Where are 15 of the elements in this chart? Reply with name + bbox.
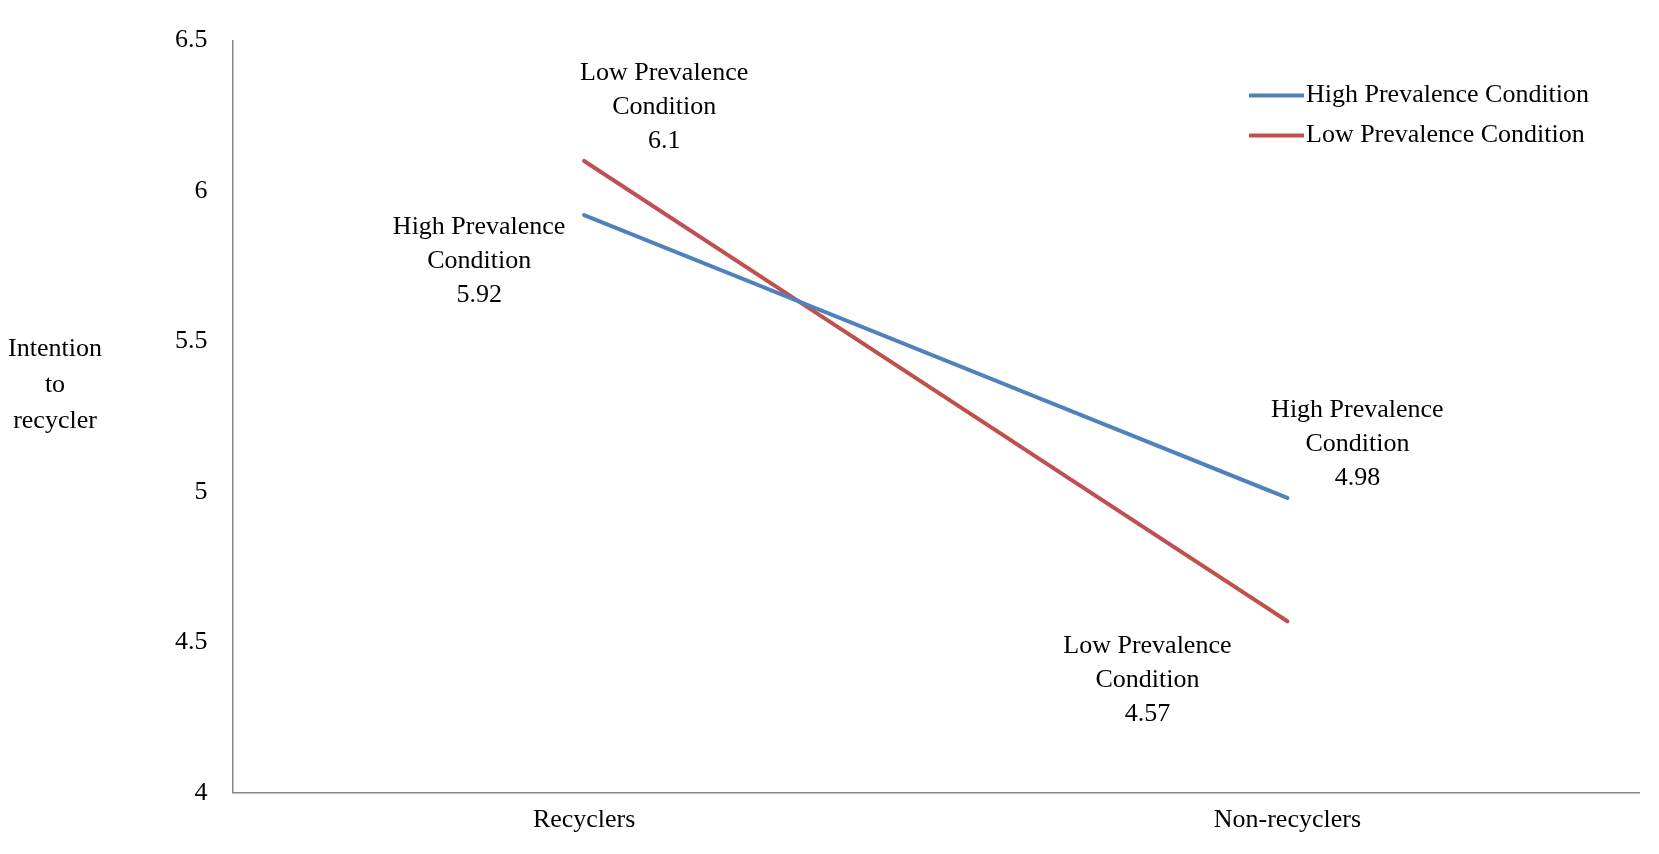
legend-label: Low Prevalence Condition bbox=[1306, 119, 1585, 149]
y-tick-label: 4.5 bbox=[175, 626, 208, 656]
annotation: High Prevalence Condition 4.98 bbox=[1271, 393, 1444, 491]
y-tick-label: 4 bbox=[194, 776, 208, 806]
annotation: Low Prevalence Condition 4.57 bbox=[1063, 630, 1232, 728]
x-tick-label: Non-recyclers bbox=[1213, 804, 1362, 834]
y-tick-label: 6.5 bbox=[175, 24, 208, 54]
annotation: Low Prevalence Condition 6.1 bbox=[580, 56, 749, 154]
legend-label: High Prevalence Condition bbox=[1306, 79, 1590, 109]
x-tick-label: Recyclers bbox=[532, 804, 636, 834]
y-tick-label: 5 bbox=[194, 475, 208, 505]
annotation: High Prevalence Condition 5.92 bbox=[392, 210, 566, 308]
y-tick-label: 5.5 bbox=[175, 325, 208, 355]
y-tick-label: 6 bbox=[194, 174, 208, 204]
y-axis-title: Intention to recycler bbox=[7, 332, 103, 436]
